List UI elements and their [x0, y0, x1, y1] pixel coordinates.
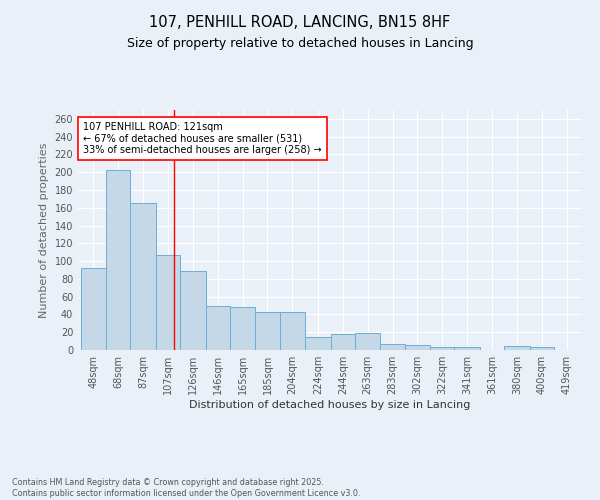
Bar	[180, 271, 206, 350]
Bar	[130, 204, 156, 350]
Bar	[430, 348, 454, 350]
Bar	[404, 344, 430, 350]
Bar	[355, 333, 380, 350]
Bar	[156, 255, 180, 350]
Bar	[380, 344, 404, 350]
Bar	[454, 348, 480, 350]
Bar	[230, 308, 256, 350]
Bar	[305, 336, 331, 350]
Bar	[504, 346, 530, 350]
Text: Size of property relative to detached houses in Lancing: Size of property relative to detached ho…	[127, 38, 473, 51]
X-axis label: Distribution of detached houses by size in Lancing: Distribution of detached houses by size …	[190, 400, 470, 410]
Text: Contains HM Land Registry data © Crown copyright and database right 2025.
Contai: Contains HM Land Registry data © Crown c…	[12, 478, 361, 498]
Bar	[106, 170, 130, 350]
Bar	[530, 348, 554, 350]
Text: 107 PENHILL ROAD: 121sqm
← 67% of detached houses are smaller (531)
33% of semi-: 107 PENHILL ROAD: 121sqm ← 67% of detach…	[83, 122, 322, 155]
Y-axis label: Number of detached properties: Number of detached properties	[39, 142, 49, 318]
Bar	[256, 312, 280, 350]
Text: 107, PENHILL ROAD, LANCING, BN15 8HF: 107, PENHILL ROAD, LANCING, BN15 8HF	[149, 15, 451, 30]
Bar	[80, 268, 106, 350]
Bar	[280, 312, 305, 350]
Bar	[331, 334, 355, 350]
Bar	[206, 306, 230, 350]
